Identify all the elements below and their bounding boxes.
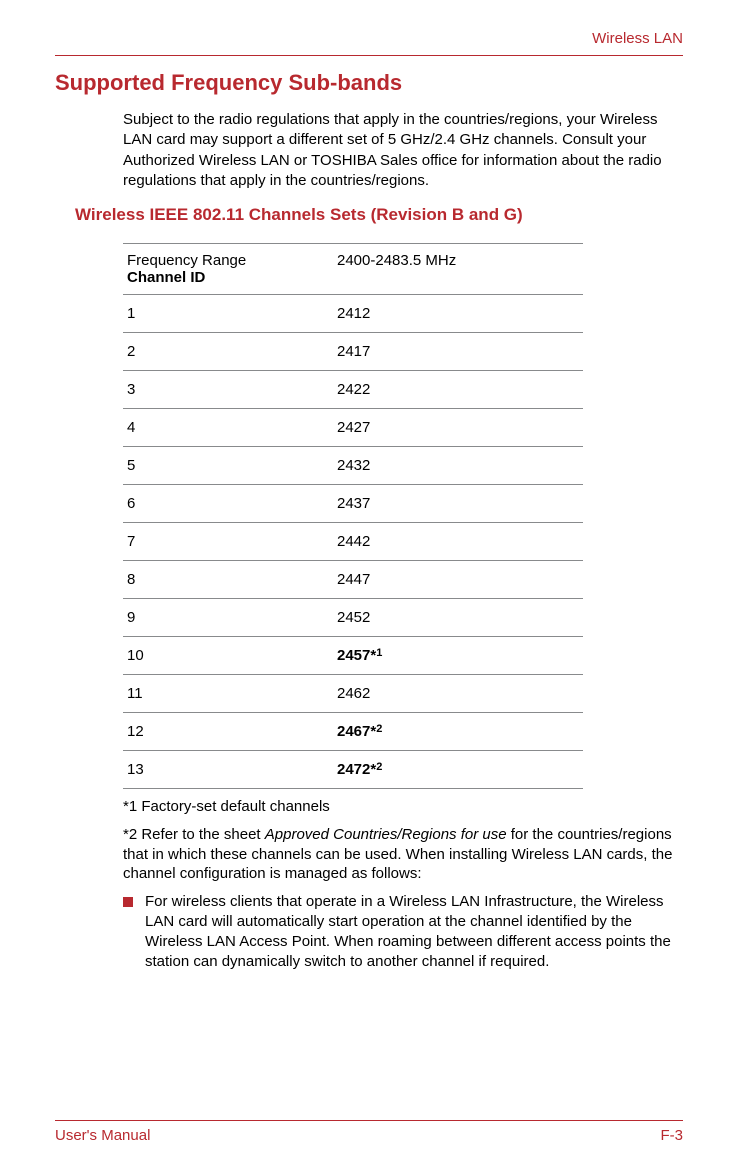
channel-id-cell: 5: [123, 447, 333, 485]
footer-right: F-3: [661, 1127, 684, 1144]
table-row: 82447: [123, 561, 583, 599]
channel-id-cell: 3: [123, 371, 333, 409]
channel-freq-cell: 2412: [333, 295, 583, 333]
table-row: 32422: [123, 371, 583, 409]
footnote-2-italic: Approved Countries/Regions for use: [265, 826, 507, 843]
table-row: 52432: [123, 447, 583, 485]
channel-table: Frequency Range Channel ID 2400-2483.5 M…: [123, 243, 583, 789]
channel-id-cell: 4: [123, 409, 333, 447]
table-row: 42427: [123, 409, 583, 447]
table-row: 122467*2: [123, 713, 583, 751]
table-row: 132472*2: [123, 751, 583, 789]
footer-left: User's Manual: [55, 1127, 150, 1144]
channel-id-cell: 9: [123, 599, 333, 637]
header-channel-id: Channel ID: [127, 269, 205, 286]
channel-id-cell: 13: [123, 751, 333, 789]
channel-id-cell: 8: [123, 561, 333, 599]
channel-table-wrap: Frequency Range Channel ID 2400-2483.5 M…: [123, 243, 583, 789]
section-subtitle: Wireless IEEE 802.11 Channels Sets (Revi…: [75, 205, 683, 225]
channel-id-cell: 2: [123, 333, 333, 371]
header-frequency-value: 2400-2483.5 MHz: [337, 252, 456, 269]
table-row: 102457*1: [123, 637, 583, 675]
channel-freq-cell: 2432: [333, 447, 583, 485]
channel-freq-cell: 2467*2: [333, 713, 583, 751]
footnote-1: *1 Factory-set default channels: [123, 797, 683, 817]
bullet-item: For wireless clients that operate in a W…: [123, 892, 683, 971]
channel-freq-cell: 2462: [333, 675, 583, 713]
table-row: 92452: [123, 599, 583, 637]
channel-id-cell: 11: [123, 675, 333, 713]
page-footer: User's Manual F-3: [55, 1120, 683, 1144]
header-frequency-range: Frequency Range: [127, 252, 246, 269]
channel-freq-cell: 2452: [333, 599, 583, 637]
channel-id-cell: 1: [123, 295, 333, 333]
channel-freq-cell: 2427: [333, 409, 583, 447]
bullet-text: For wireless clients that operate in a W…: [145, 892, 683, 971]
channel-freq-cell: 2422: [333, 371, 583, 409]
footnote-2: *2 Refer to the sheet Approved Countries…: [123, 825, 683, 884]
table-row: 22417: [123, 333, 583, 371]
channel-freq-cell: 2442: [333, 523, 583, 561]
intro-paragraph: Subject to the radio regulations that ap…: [123, 110, 683, 191]
channel-id-cell: 7: [123, 523, 333, 561]
channel-id-cell: 6: [123, 485, 333, 523]
channel-id-cell: 10: [123, 637, 333, 675]
square-bullet-icon: [123, 897, 133, 907]
channel-freq-cell: 2447: [333, 561, 583, 599]
table-row: 112462: [123, 675, 583, 713]
table-header-row: Frequency Range Channel ID 2400-2483.5 M…: [123, 244, 583, 295]
header-section-label: Wireless LAN: [55, 30, 683, 47]
channel-freq-cell: 2437: [333, 485, 583, 523]
table-row: 12412: [123, 295, 583, 333]
channel-freq-cell: 2417: [333, 333, 583, 371]
page-title: Supported Frequency Sub-bands: [55, 70, 683, 96]
channel-id-cell: 12: [123, 713, 333, 751]
footnote-2-pre: *2 Refer to the sheet: [123, 826, 265, 843]
channel-freq-cell: 2472*2: [333, 751, 583, 789]
header-rule: [55, 55, 683, 56]
table-row: 62437: [123, 485, 583, 523]
footer-rule: [55, 1120, 683, 1121]
channel-freq-cell: 2457*1: [333, 637, 583, 675]
table-row: 72442: [123, 523, 583, 561]
